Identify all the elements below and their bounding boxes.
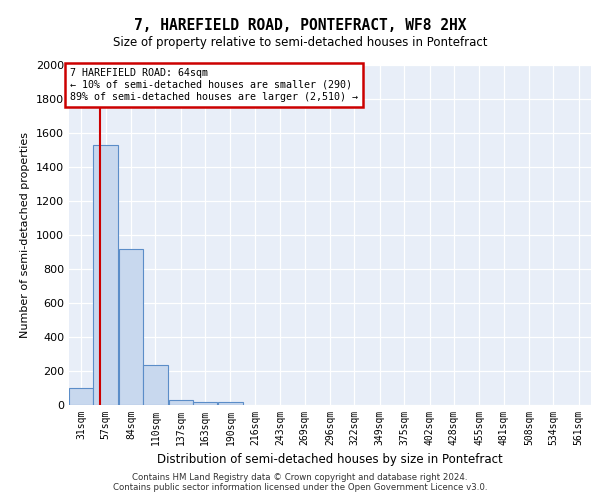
Bar [69,388,94,405]
Text: Contains HM Land Registry data © Crown copyright and database right 2024.
Contai: Contains HM Land Registry data © Crown c… [113,473,487,492]
Bar [193,402,217,405]
Y-axis label: Number of semi-detached properties: Number of semi-detached properties [20,132,31,338]
Bar [218,402,242,405]
Text: 7, HAREFIELD ROAD, PONTEFRACT, WF8 2HX: 7, HAREFIELD ROAD, PONTEFRACT, WF8 2HX [134,18,466,32]
Bar [143,365,167,405]
Text: 7 HAREFIELD ROAD: 64sqm
← 10% of semi-detached houses are smaller (290)
89% of s: 7 HAREFIELD ROAD: 64sqm ← 10% of semi-de… [70,68,358,102]
Bar [94,145,118,405]
Bar [169,400,193,405]
Text: Size of property relative to semi-detached houses in Pontefract: Size of property relative to semi-detach… [113,36,487,49]
Bar [119,248,143,405]
X-axis label: Distribution of semi-detached houses by size in Pontefract: Distribution of semi-detached houses by … [157,454,503,466]
